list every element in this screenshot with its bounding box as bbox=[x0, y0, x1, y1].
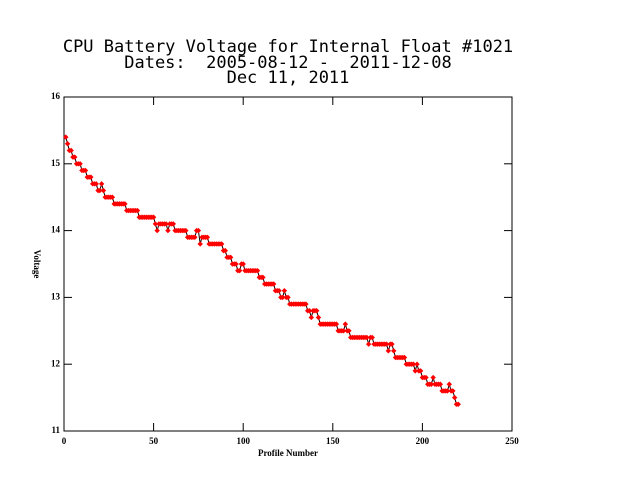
data-point bbox=[383, 341, 390, 347]
data-point bbox=[410, 361, 417, 367]
data-point bbox=[346, 328, 352, 334]
data-point bbox=[391, 348, 397, 354]
data-point bbox=[389, 341, 395, 347]
data-point bbox=[122, 201, 128, 207]
chart-title: CPU Battery Voltage for Internal Float #… bbox=[63, 37, 513, 57]
data-point bbox=[254, 267, 261, 274]
data-point bbox=[279, 294, 286, 301]
data-point bbox=[134, 207, 141, 214]
y-tick-label: 15 bbox=[51, 158, 61, 168]
data-point bbox=[64, 141, 71, 147]
data-point bbox=[306, 308, 313, 314]
y-tick-label: 13 bbox=[51, 291, 61, 301]
data-point bbox=[313, 308, 320, 314]
data-point bbox=[451, 394, 458, 401]
data-point bbox=[68, 147, 74, 154]
data-point bbox=[446, 381, 452, 387]
data-point bbox=[385, 348, 392, 354]
data-point bbox=[444, 388, 451, 394]
data-point bbox=[154, 227, 160, 234]
data-point bbox=[93, 181, 99, 187]
y-tick-label: 16 bbox=[51, 91, 61, 101]
x-tick-label: 200 bbox=[416, 436, 430, 446]
data-point bbox=[437, 381, 444, 387]
data-point bbox=[98, 181, 105, 187]
x-tick-label: 250 bbox=[505, 436, 519, 446]
data-point bbox=[417, 368, 424, 374]
data-point bbox=[270, 281, 277, 287]
data-point bbox=[192, 234, 198, 240]
data-point bbox=[281, 288, 288, 294]
data-point bbox=[308, 314, 315, 321]
y-tick-label: 14 bbox=[51, 225, 61, 235]
data-point bbox=[109, 194, 116, 200]
data-point bbox=[369, 334, 375, 341]
data-point bbox=[152, 221, 159, 227]
data-point bbox=[183, 227, 189, 234]
data-point bbox=[315, 314, 322, 321]
data-point bbox=[423, 374, 429, 381]
data-point bbox=[276, 288, 282, 294]
data-point bbox=[163, 221, 169, 227]
data-point bbox=[227, 254, 234, 261]
data-point bbox=[233, 261, 239, 267]
x-tick-label: 50 bbox=[149, 436, 159, 446]
data-point bbox=[303, 301, 309, 307]
data-point bbox=[204, 234, 211, 240]
data-point bbox=[88, 174, 94, 180]
data-point bbox=[197, 241, 203, 247]
x-tick-label: 100 bbox=[236, 436, 250, 446]
chart-date: Dec 11, 2011 bbox=[227, 68, 350, 88]
data-point bbox=[218, 241, 225, 247]
x-tick-label: 150 bbox=[326, 436, 340, 446]
data-point bbox=[170, 221, 177, 227]
data-point bbox=[412, 368, 418, 374]
data-point bbox=[342, 321, 349, 327]
data-point bbox=[333, 321, 340, 327]
data-point bbox=[150, 214, 157, 220]
plot-frame bbox=[63, 96, 513, 432]
data-point bbox=[100, 187, 107, 194]
data-point bbox=[455, 401, 461, 407]
data-point bbox=[222, 247, 228, 254]
data-point bbox=[414, 361, 420, 367]
y-tick-label: 11 bbox=[51, 425, 60, 435]
data-point bbox=[97, 187, 103, 194]
data-point bbox=[428, 381, 435, 387]
data-point bbox=[195, 227, 202, 234]
data-point bbox=[450, 388, 456, 394]
data-point bbox=[72, 154, 78, 160]
data-point bbox=[401, 354, 408, 361]
data-point bbox=[364, 334, 370, 341]
data-point bbox=[285, 294, 291, 301]
data-point bbox=[365, 341, 372, 347]
data-point bbox=[340, 328, 347, 334]
x-tick-label: 0 bbox=[62, 436, 67, 446]
y-axis-label: Voltage bbox=[32, 250, 42, 279]
data-point bbox=[430, 374, 436, 381]
chart-subtitle: Dates: 2005-08-12 - 2011-12-08 bbox=[124, 53, 452, 73]
data-point bbox=[240, 261, 246, 267]
y-tick-label: 12 bbox=[51, 358, 61, 368]
data-point bbox=[82, 167, 89, 174]
data-point bbox=[77, 161, 83, 167]
data-point bbox=[165, 227, 171, 234]
data-point bbox=[260, 274, 266, 281]
data-point bbox=[236, 267, 243, 274]
x-axis-label: Profile Number bbox=[258, 448, 318, 458]
data-point bbox=[63, 134, 69, 140]
